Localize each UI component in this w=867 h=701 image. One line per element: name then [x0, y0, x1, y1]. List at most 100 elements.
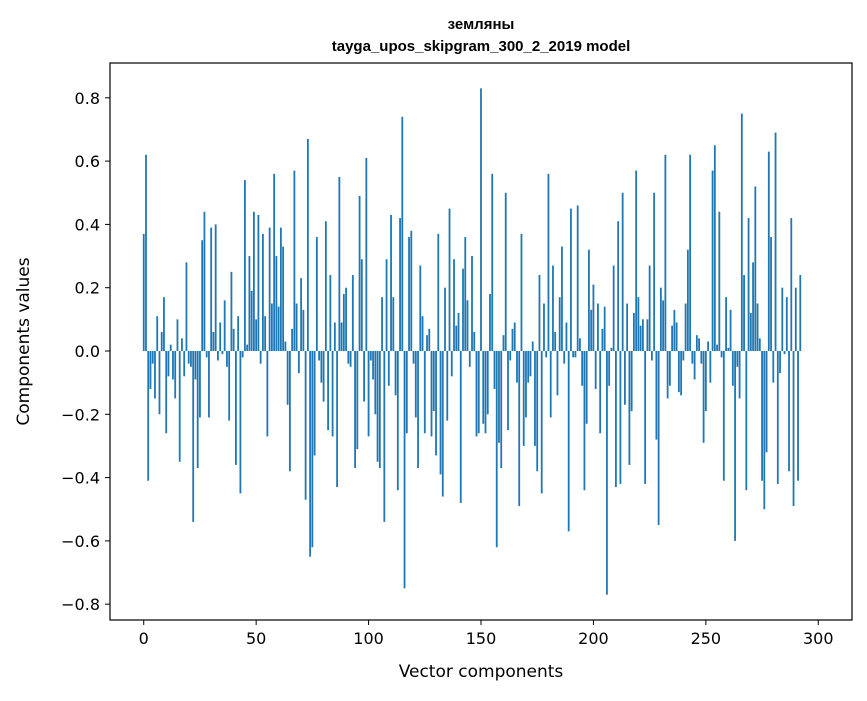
bar	[428, 328, 431, 351]
bar	[378, 350, 381, 469]
bar	[561, 246, 563, 351]
y-tick-label: −0.2	[61, 405, 100, 424]
x-tick-label: 50	[246, 629, 266, 648]
bar	[154, 350, 156, 399]
bar	[369, 350, 372, 361]
bar	[583, 350, 586, 491]
bar	[711, 170, 714, 351]
bar	[327, 350, 329, 431]
bar	[576, 205, 579, 351]
bar	[615, 350, 617, 488]
bar	[491, 173, 494, 351]
bar	[387, 350, 390, 386]
bar	[297, 350, 300, 374]
bar	[277, 306, 280, 351]
bar	[608, 350, 611, 386]
bar	[776, 350, 779, 484]
bar	[648, 265, 651, 351]
y-tick-label: −0.8	[61, 595, 100, 614]
bar	[641, 319, 644, 351]
bar	[659, 287, 662, 351]
bar	[540, 350, 543, 494]
bar	[538, 275, 541, 351]
bar	[432, 350, 435, 412]
bar	[235, 350, 237, 465]
bar	[693, 350, 696, 380]
bar	[248, 256, 251, 351]
bar	[183, 350, 186, 377]
bar	[630, 350, 633, 412]
bar	[430, 350, 433, 437]
bar	[279, 227, 282, 351]
bar	[610, 347, 613, 351]
bar	[590, 309, 593, 351]
bar	[502, 335, 505, 351]
bar	[722, 350, 725, 481]
bar	[232, 328, 235, 351]
bar	[181, 338, 183, 351]
bar	[333, 322, 336, 351]
bar	[291, 328, 294, 351]
bar	[783, 350, 786, 355]
bar	[165, 350, 168, 434]
bar	[309, 350, 312, 557]
bar	[689, 154, 692, 351]
bar	[318, 350, 321, 361]
bar	[588, 249, 590, 351]
bar	[288, 350, 291, 472]
bar	[313, 350, 316, 456]
bar	[466, 300, 469, 351]
bar	[599, 350, 602, 434]
bar	[657, 350, 660, 526]
bar	[410, 230, 413, 351]
bar	[691, 350, 694, 364]
bar	[686, 249, 689, 351]
bar	[747, 218, 750, 351]
bar	[331, 350, 334, 437]
bar	[356, 350, 359, 450]
bar	[716, 344, 718, 351]
bar	[324, 221, 327, 351]
bar	[464, 237, 467, 351]
bar	[572, 350, 575, 358]
bar	[668, 350, 671, 386]
x-tick-label: 200	[578, 629, 609, 648]
bar	[484, 350, 487, 434]
bar	[221, 350, 224, 355]
bar	[178, 350, 181, 462]
bar	[500, 350, 503, 469]
bar	[579, 338, 581, 351]
bar	[513, 322, 516, 351]
bar	[208, 350, 210, 418]
bar	[320, 350, 323, 383]
bar	[547, 173, 550, 351]
bar	[403, 350, 406, 589]
bar	[372, 350, 374, 380]
bar	[419, 265, 422, 351]
bar	[752, 262, 754, 351]
bar	[322, 350, 325, 402]
plot-frame	[109, 62, 853, 621]
bar	[570, 208, 572, 351]
bar	[680, 350, 683, 396]
bar	[619, 350, 622, 484]
y-tick-label: −0.4	[61, 469, 100, 488]
bar	[612, 265, 615, 351]
bar	[158, 350, 161, 415]
bar	[270, 303, 273, 351]
bar	[763, 350, 766, 510]
bar	[226, 350, 228, 367]
bar	[392, 297, 395, 351]
bar	[268, 227, 271, 351]
y-tick-label: 0.0	[75, 342, 100, 361]
bar	[684, 303, 687, 351]
bar	[385, 259, 388, 351]
bar	[441, 350, 444, 497]
bar	[522, 350, 525, 446]
bar	[408, 237, 410, 351]
bar	[439, 350, 442, 475]
bar	[376, 350, 379, 462]
bar	[507, 350, 509, 431]
bar	[700, 350, 703, 364]
bar	[597, 303, 599, 351]
